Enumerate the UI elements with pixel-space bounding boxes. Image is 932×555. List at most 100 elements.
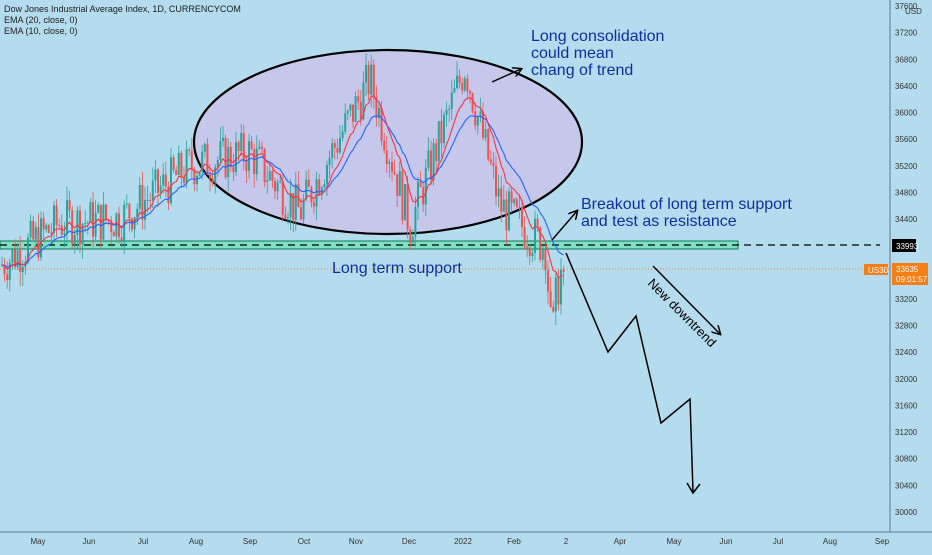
candle-body: [175, 170, 178, 175]
candle-body: [523, 227, 526, 247]
price-tick-label: 37200: [895, 29, 918, 38]
candle-body: [518, 207, 521, 209]
candle-body: [276, 182, 279, 192]
candle-body: [274, 181, 276, 192]
candle-body: [380, 107, 383, 141]
candle-body: [112, 232, 115, 237]
candle-body: [401, 171, 404, 221]
candle-body: [359, 101, 362, 120]
candle-body: [281, 181, 284, 216]
time-axis[interactable]: May Jun Jul Aug Sep Oct Nov Dec 2022 Feb 2 Apr May Ju…: [30, 537, 889, 546]
candle-body: [474, 111, 477, 126]
candle-body: [437, 121, 440, 162]
candle-body: [560, 269, 562, 305]
candle-body: [107, 220, 110, 222]
candle-body: [398, 171, 401, 196]
candle-body: [432, 143, 435, 180]
candle-body: [6, 274, 9, 281]
candle-body: [448, 108, 451, 110]
time-tick-label: Nov: [349, 537, 363, 546]
candle-body: [196, 175, 198, 185]
candle-body: [242, 132, 245, 162]
downtrend-arrow[interactable]: [652, 265, 720, 334]
candle-body: [229, 146, 232, 168]
price-tick-label: 32400: [895, 348, 918, 357]
candle-body: [456, 75, 458, 89]
ema10-legend[interactable]: EMA (10, close, 0): [4, 26, 78, 36]
price-tick-label: 35200: [895, 162, 918, 171]
candle-body: [120, 237, 123, 241]
candle-body: [68, 200, 71, 211]
candle-body: [469, 91, 471, 94]
candle-body: [261, 146, 263, 149]
candle-body: [16, 250, 19, 268]
candle-body: [502, 199, 505, 212]
symbol-legend[interactable]: Dow Jones Industrial Average Index, 1D, …: [4, 4, 241, 14]
candle-body: [508, 191, 510, 231]
candle-body: [482, 111, 484, 138]
candle-body: [536, 218, 539, 228]
time-tick-label: Feb: [507, 537, 521, 546]
candle-body: [81, 223, 84, 245]
candle-body: [268, 170, 271, 181]
candle-body: [34, 227, 37, 240]
candle-body: [388, 162, 391, 164]
candle-body: [328, 157, 331, 166]
candle-body: [50, 232, 53, 234]
indicator-legend: Dow Jones Industrial Average Index, 1D, …: [4, 4, 241, 37]
candle-body: [541, 249, 544, 260]
breakout-arrow[interactable]: [551, 211, 577, 241]
candle-body: [198, 171, 201, 176]
candle-body: [206, 143, 209, 175]
consolidation-text-line1: Long consolidation: [531, 28, 664, 45]
candle-body: [32, 220, 35, 240]
candle-body: [450, 92, 453, 109]
consolidation-arrow[interactable]: [491, 69, 521, 83]
candle-body: [547, 270, 549, 292]
candle-body: [430, 150, 432, 180]
candle-body: [258, 146, 261, 149]
candle-body: [466, 78, 469, 92]
time-tick-label: Sep: [243, 537, 258, 546]
ema20-legend[interactable]: EMA (20, close, 0): [4, 15, 78, 25]
price-tick-label: 33200: [895, 295, 918, 304]
candle-body: [362, 82, 365, 120]
candle-body: [144, 200, 146, 220]
price-scale[interactable]: 37600 37200 36800 36400 36000 35600 35200 34800…: [895, 2, 918, 517]
time-tick-label: Aug: [189, 537, 203, 546]
candle-body: [159, 185, 162, 193]
candle-body: [307, 179, 310, 188]
candle-body: [357, 96, 360, 102]
candle-body: [552, 306, 555, 312]
candle-body: [318, 179, 321, 196]
candle-body: [209, 174, 211, 179]
candle-body: [240, 132, 243, 152]
projection-path[interactable]: [565, 252, 694, 493]
candle-body: [521, 207, 523, 228]
price-tick-label: 30000: [895, 508, 918, 517]
candle-body: [66, 200, 68, 233]
candle-body: [250, 141, 253, 150]
candle-body: [102, 204, 105, 240]
candle-body: [138, 185, 141, 209]
candle-body: [406, 184, 409, 230]
candle-body: [471, 93, 474, 112]
candle-body: [510, 191, 513, 203]
candle-body: [391, 162, 393, 172]
candle-body: [367, 65, 370, 95]
price-tick-label: 36400: [895, 82, 918, 91]
time-tick-label: Aug: [823, 537, 837, 546]
candle-body: [55, 205, 58, 226]
candle-body: [177, 152, 180, 175]
candle-body: [279, 181, 282, 183]
candle-body: [29, 220, 32, 238]
price-scale-currency: USD: [905, 7, 922, 16]
candle-body: [86, 222, 89, 224]
candle-body: [562, 269, 565, 272]
candle-body: [58, 225, 61, 227]
candle-body: [372, 64, 375, 98]
candle-body: [235, 142, 237, 173]
time-tick-label: Jun: [83, 537, 96, 546]
